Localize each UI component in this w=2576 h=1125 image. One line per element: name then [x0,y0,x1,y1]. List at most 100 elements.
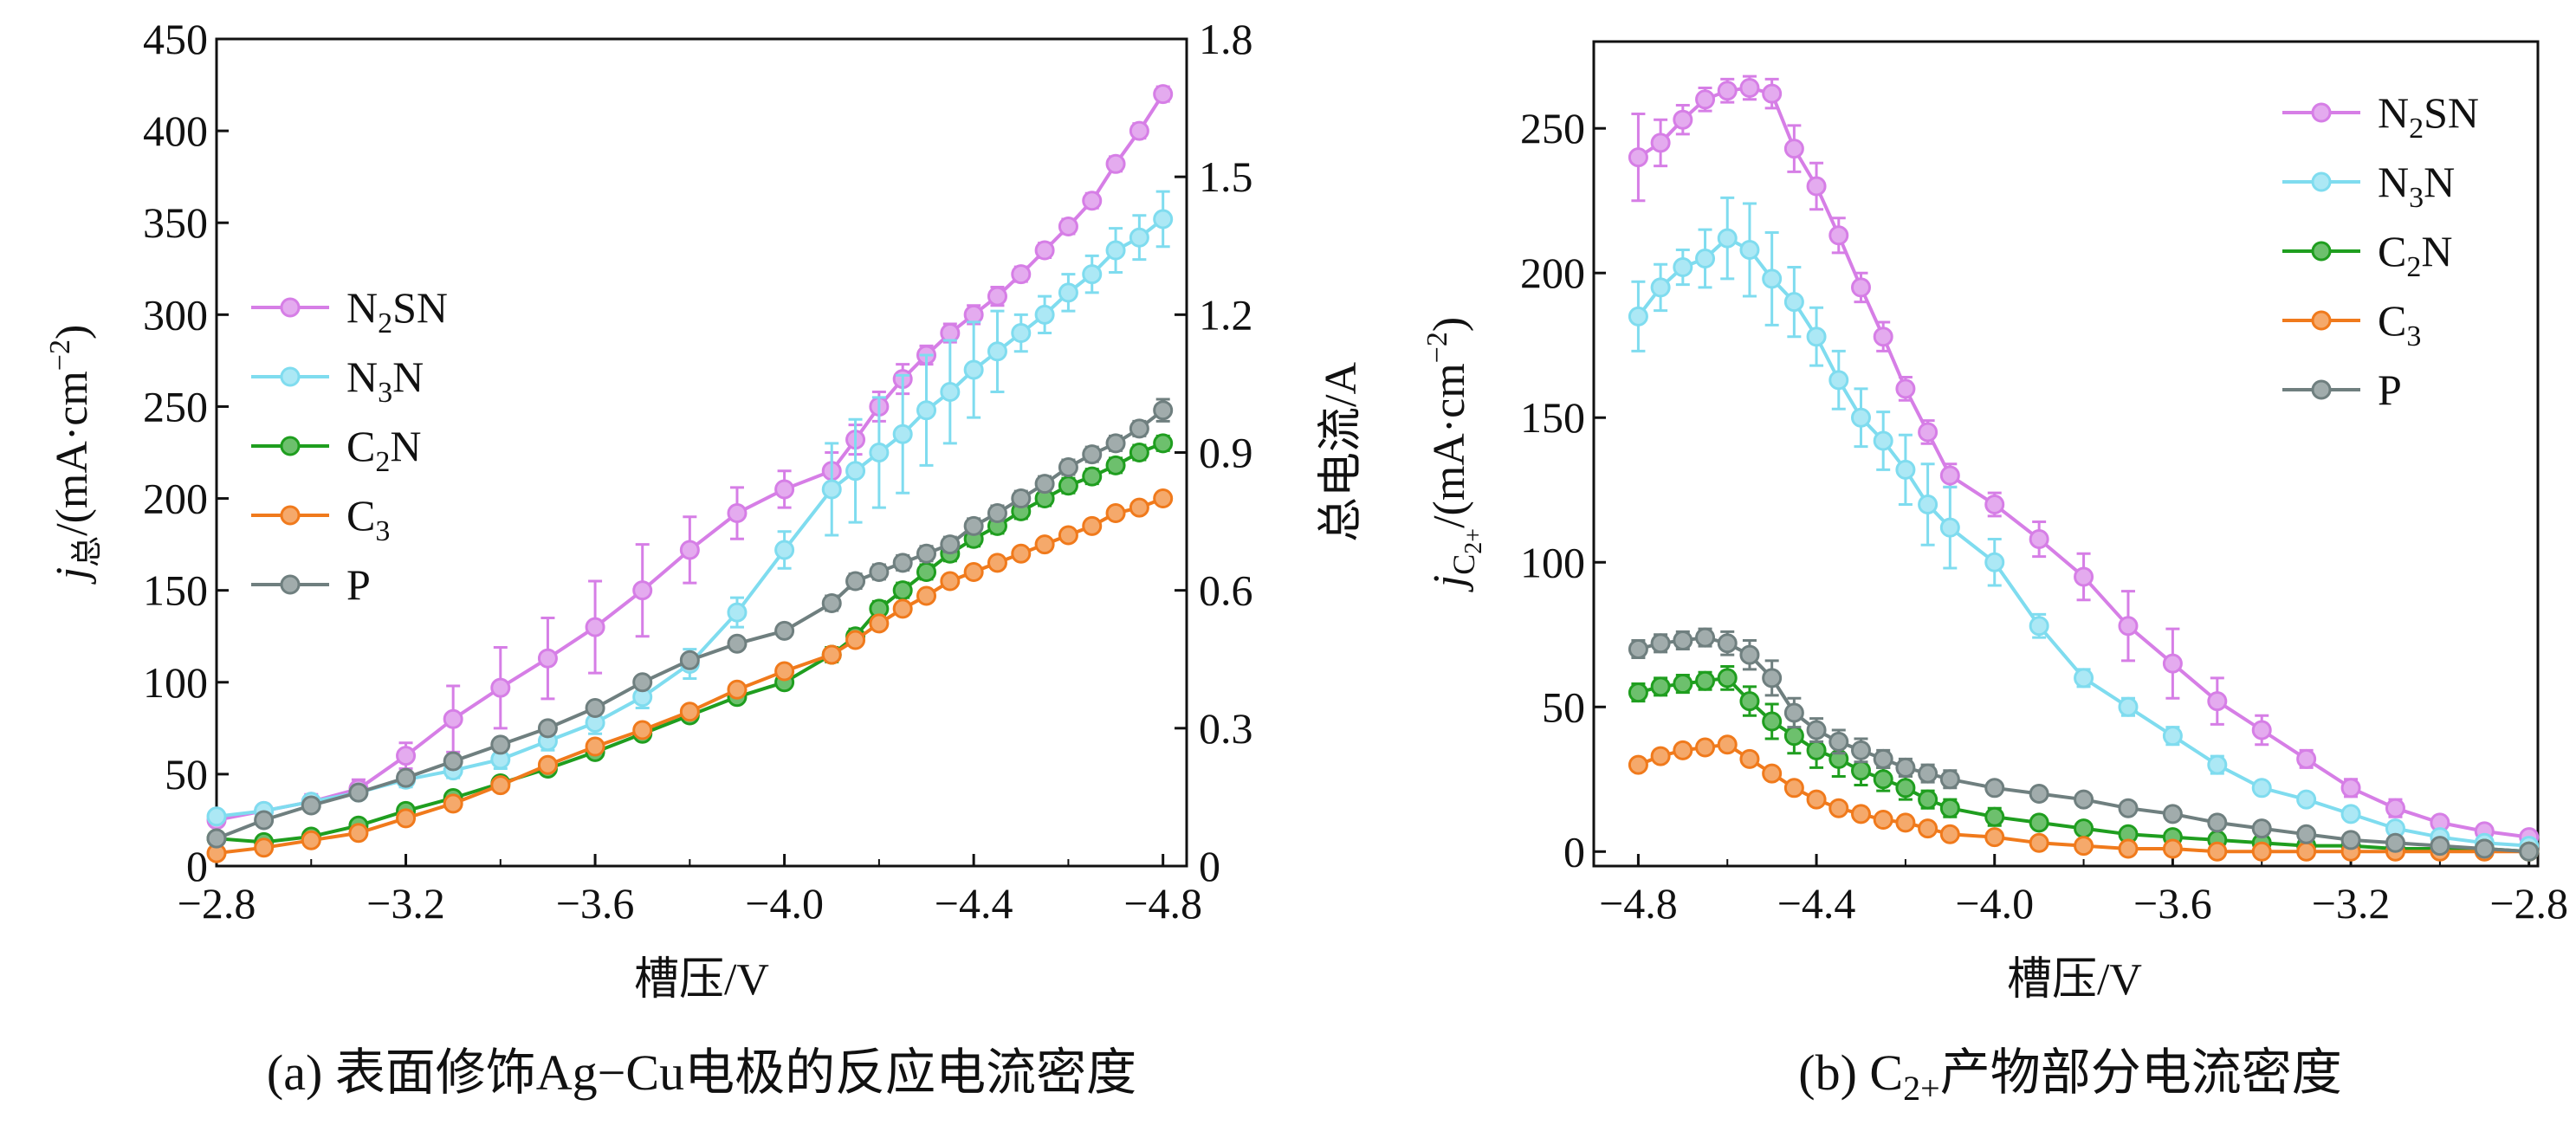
data-point [1695,627,1716,648]
data-point [1717,633,1738,654]
y-tick-label: 350 [143,198,208,247]
data-point [1739,77,1760,98]
legend-label-C2N: C2N [346,422,421,478]
data-point [1673,257,1693,278]
panel-b-caption: (b) C2+产物部分电流密度 [1798,1044,2341,1108]
data-point [1034,474,1055,495]
y2-tick-label: 1.5 [1199,152,1253,201]
x-tick-label: −4.8 [1599,879,1678,928]
series-line-N2SN [1637,86,2529,839]
data-point [1828,225,1849,246]
data-point [845,461,866,482]
y-tick-label: 50 [165,750,208,798]
data-point [396,746,417,766]
data-point [916,585,937,606]
legend-marker-C3 [2311,310,2332,331]
data-point [2296,748,2317,769]
data-point [585,617,605,637]
y2-tick-label: 0 [1199,842,1220,890]
data-point [1058,282,1078,303]
data-point [1895,812,1916,833]
data-point [1939,798,1960,818]
data-point [1628,754,1648,775]
panel-a-y-axis-label: j总/(mA·cm−2) [44,325,104,585]
y-tick-label: 250 [1520,104,1585,152]
legend-label-N2SN: N2SN [346,283,448,339]
data-point [2385,798,2405,818]
data-point [916,543,937,564]
data-point [1873,748,1893,769]
data-point [1939,465,1960,486]
panel-a-series [206,84,1174,863]
data-point [727,679,748,700]
data-point [940,534,961,555]
data-point [1650,277,1671,298]
data-point [1650,746,1671,766]
data-point [2251,778,2272,798]
data-point [1939,517,1960,538]
legend-marker-N2SN [280,297,301,318]
data-point [2340,830,2361,850]
data-point [2118,798,2139,818]
series-C3 [206,488,1174,863]
data-point [490,677,511,698]
data-point [2519,841,2540,862]
data-point [987,341,1007,362]
data-point [1873,769,1893,790]
data-point [1717,734,1738,755]
data-point [963,515,984,536]
data-point [2296,789,2317,810]
data-point [1082,515,1103,536]
data-point [869,613,890,634]
data-point [1082,191,1103,211]
data-point [1873,810,1893,831]
series-line-C3 [216,496,1164,856]
y-tick-label: 300 [143,290,208,339]
data-point [490,734,511,755]
data-point [1011,323,1032,344]
y-tick-label: 150 [1520,393,1585,442]
data-point [1650,633,1671,654]
data-point [892,580,913,601]
x-tick-label: −4.4 [1777,879,1856,928]
legend-marker-N3N [280,366,301,387]
panel-a-x-axis-label: 槽压/V [634,955,769,1005]
legend-marker-C3 [280,505,301,526]
legend-marker-C2N [2311,241,2332,262]
data-point [940,381,961,402]
data-point [987,553,1007,573]
data-point [845,571,866,592]
data-point [1129,443,1149,462]
data-point [963,561,984,582]
data-point [1153,433,1174,454]
data-point [348,782,369,803]
data-point [2251,720,2272,740]
legend-label-N3N: N3N [2378,158,2455,214]
panel-b-y-axis: 0 50 100 150 200 250 [1520,104,1606,876]
data-point [2162,653,2183,674]
panel-a-y2-axis-label: 总电流/A [1317,362,1366,542]
y-tick-label: 100 [143,658,208,707]
data-point [585,697,605,718]
panel-a-y2-axis: 0 0.3 0.6 0.9 1.2 1.5 1.8 [1175,15,1253,890]
y-tick-label: 200 [1520,249,1585,297]
data-point [2207,812,2228,833]
x-tick-label: −4.4 [935,879,1013,928]
series-line-C3 [1637,742,2529,854]
data-point [2118,838,2139,859]
y-tick-label: 50 [1542,682,1585,731]
data-point [632,720,653,740]
data-point [537,718,558,739]
series-line-P [216,409,1164,841]
data-point [1153,488,1174,509]
data-point [869,443,890,462]
data-point [916,561,937,582]
data-point [254,837,275,858]
data-point [301,795,321,816]
data-point [1783,726,1804,747]
panel-a-x-axis: −2.8 −3.2 −3.6 −4.0 −4.4 −4.8 [178,854,1202,928]
data-point [2029,832,2049,853]
x-tick-label: −2.8 [2489,879,2568,928]
y-tick-label: 0 [1563,827,1585,876]
data-point [2385,832,2405,853]
